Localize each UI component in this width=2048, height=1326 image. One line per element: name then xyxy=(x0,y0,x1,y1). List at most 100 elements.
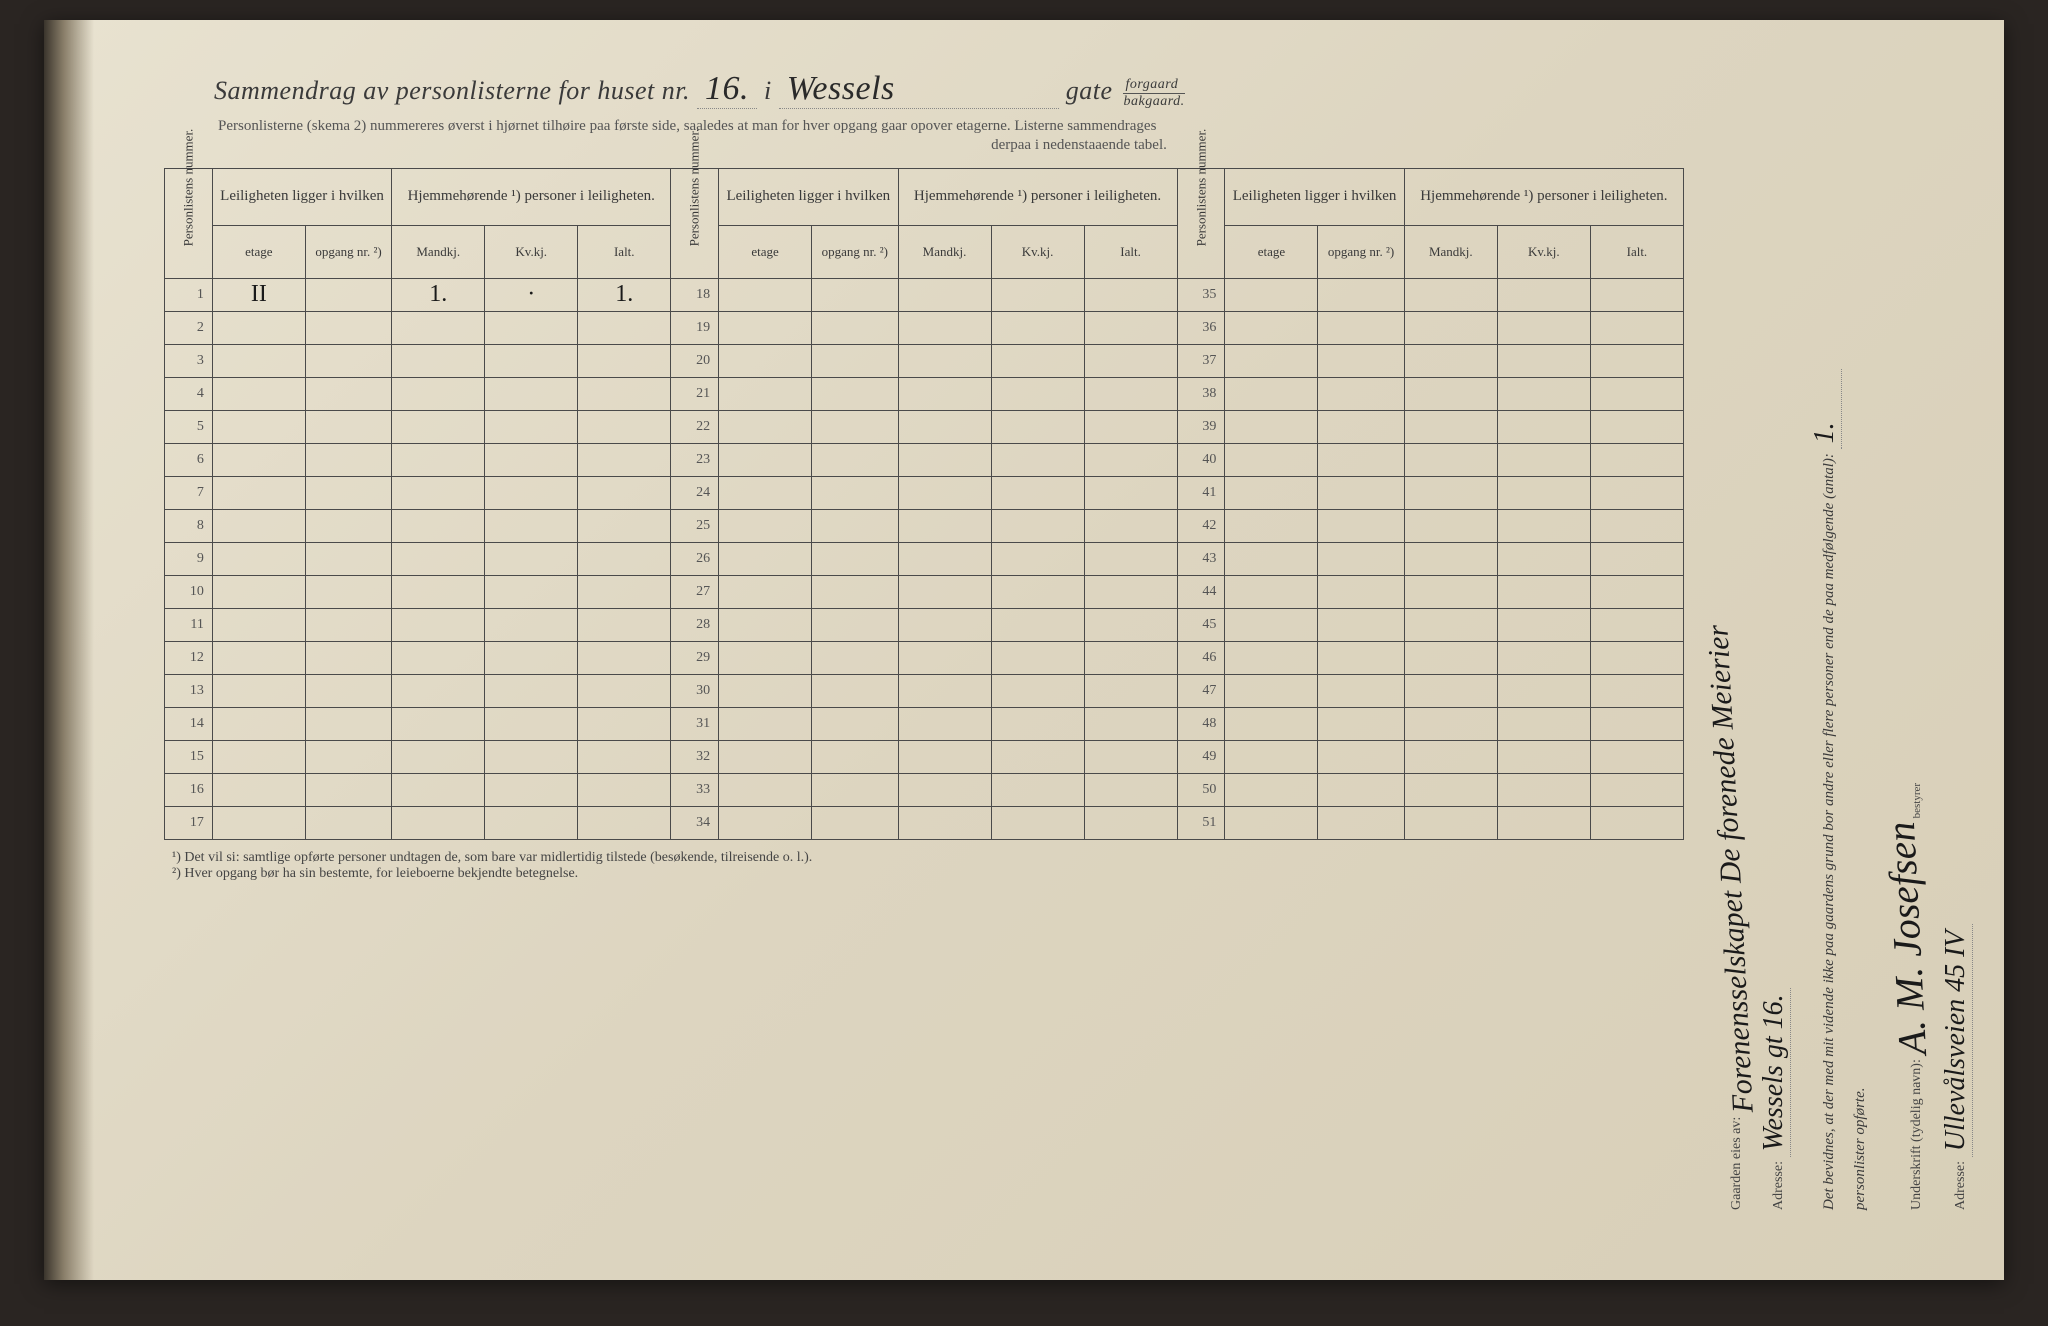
table-cell xyxy=(1084,377,1177,410)
table-cell xyxy=(812,740,898,773)
table-cell: II xyxy=(212,278,305,311)
table-cell xyxy=(719,773,812,806)
row-number: 46 xyxy=(1177,641,1225,674)
table-cell xyxy=(1497,674,1590,707)
table-cell xyxy=(1497,575,1590,608)
table-cell xyxy=(1225,377,1318,410)
table-row: 1II1.·1.1835 xyxy=(165,278,1684,311)
table-cell xyxy=(578,377,671,410)
table-cell xyxy=(812,542,898,575)
row-number: 2 xyxy=(165,311,213,344)
table-cell xyxy=(719,278,812,311)
table-cell xyxy=(1497,707,1590,740)
table-cell xyxy=(305,443,391,476)
table-cell xyxy=(1084,311,1177,344)
row-number: 44 xyxy=(1177,575,1225,608)
table-cell xyxy=(212,443,305,476)
table-cell xyxy=(578,674,671,707)
sub-kvkj-1: Kv.kj. xyxy=(485,226,578,279)
table-cell xyxy=(578,443,671,476)
table-cell xyxy=(212,410,305,443)
table-cell xyxy=(485,377,578,410)
table-cell xyxy=(212,773,305,806)
table-cell xyxy=(1497,509,1590,542)
table-cell xyxy=(1084,278,1177,311)
table-cell xyxy=(812,608,898,641)
table-cell xyxy=(485,476,578,509)
table-cell xyxy=(578,740,671,773)
table-cell xyxy=(1084,542,1177,575)
table-cell xyxy=(212,740,305,773)
table-cell xyxy=(305,344,391,377)
table-cell xyxy=(1318,443,1404,476)
row-number: 18 xyxy=(671,278,719,311)
table-cell xyxy=(719,344,812,377)
table-cell xyxy=(1318,278,1404,311)
table-cell xyxy=(578,311,671,344)
table-cell xyxy=(898,410,991,443)
row-number: 41 xyxy=(1177,476,1225,509)
table-cell xyxy=(305,311,391,344)
table-cell xyxy=(1084,608,1177,641)
table-cell xyxy=(719,377,812,410)
row-number: 8 xyxy=(165,509,213,542)
table-cell xyxy=(392,443,485,476)
table-cell: · xyxy=(485,278,578,311)
table-cell xyxy=(719,641,812,674)
table-cell xyxy=(991,575,1084,608)
table-cell xyxy=(1318,542,1404,575)
sub-opgang-1: opgang nr. ²) xyxy=(305,226,391,279)
table-cell xyxy=(1497,410,1590,443)
table-cell xyxy=(812,278,898,311)
table-cell xyxy=(1404,740,1497,773)
table-cell xyxy=(719,476,812,509)
subtitle-2: derpaa i nedenstaaende tabel. xyxy=(214,137,1944,154)
table-cell xyxy=(392,311,485,344)
table-cell xyxy=(392,773,485,806)
row-number: 5 xyxy=(165,410,213,443)
table-cell xyxy=(1404,773,1497,806)
table-row: 163350 xyxy=(165,773,1684,806)
table-cell xyxy=(305,773,391,806)
table-cell xyxy=(719,509,812,542)
table-cell xyxy=(1404,476,1497,509)
table-cell xyxy=(898,740,991,773)
gaarden-eies-label: Gaarden eies av: xyxy=(1729,1117,1744,1210)
table-cell xyxy=(212,311,305,344)
sub-kvkj-3: Kv.kj. xyxy=(1497,226,1590,279)
table-cell xyxy=(212,641,305,674)
table-cell xyxy=(212,806,305,839)
table-cell xyxy=(1225,806,1318,839)
table-cell xyxy=(212,509,305,542)
table-cell xyxy=(1497,740,1590,773)
table-cell xyxy=(898,773,991,806)
table-cell xyxy=(1084,344,1177,377)
table-cell xyxy=(991,344,1084,377)
table-cell xyxy=(485,773,578,806)
signer-address: Ullevålsveien 45 IV xyxy=(1940,924,1973,1157)
table-cell xyxy=(812,641,898,674)
table-cell xyxy=(719,674,812,707)
row-number: 40 xyxy=(1177,443,1225,476)
table-cell xyxy=(578,707,671,740)
table-cell xyxy=(898,443,991,476)
table-cell xyxy=(1497,443,1590,476)
table-cell xyxy=(898,278,991,311)
sub-mandkj-1: Mandkj. xyxy=(392,226,485,279)
table-cell xyxy=(485,806,578,839)
table-cell xyxy=(392,377,485,410)
table-cell xyxy=(898,707,991,740)
table-cell xyxy=(719,443,812,476)
table-cell xyxy=(392,740,485,773)
table-cell xyxy=(812,674,898,707)
table-cell xyxy=(1590,476,1683,509)
table-row: 153249 xyxy=(165,740,1684,773)
row-number: 25 xyxy=(671,509,719,542)
table-cell xyxy=(578,344,671,377)
table-cell xyxy=(392,410,485,443)
col-hjemme-3: Hjemmehørende ¹) personer i leiligheten. xyxy=(1404,168,1683,225)
table-cell xyxy=(1404,707,1497,740)
table-cell xyxy=(898,674,991,707)
adresse-label-1: Adresse: xyxy=(1771,1161,1786,1210)
table-cell xyxy=(1404,311,1497,344)
